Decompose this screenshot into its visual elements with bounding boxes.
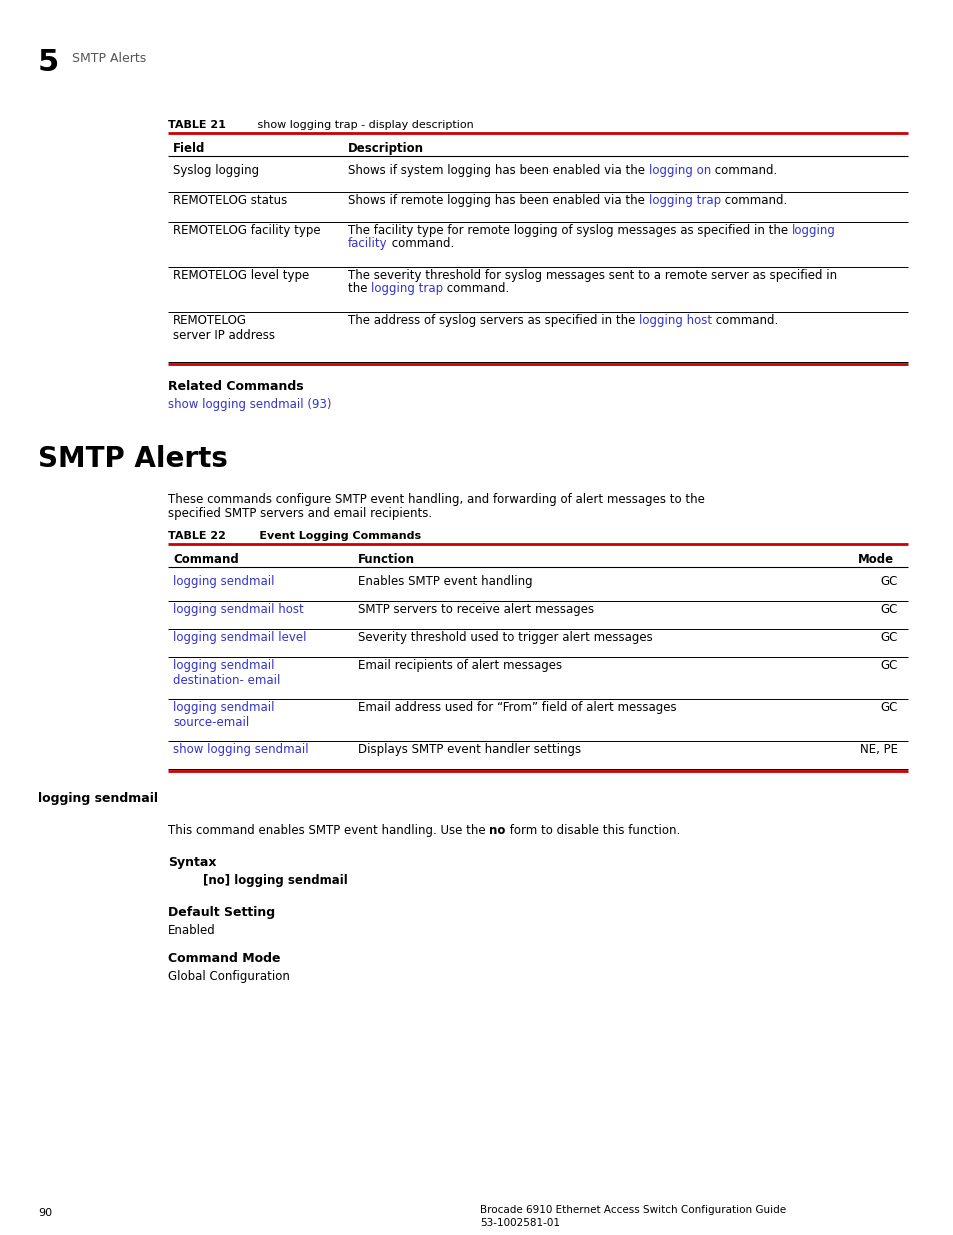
Text: show logging sendmail (93): show logging sendmail (93) (168, 398, 331, 411)
Text: Related Commands: Related Commands (168, 380, 303, 393)
Text: the: the (348, 282, 371, 295)
Text: command.: command. (387, 237, 454, 249)
Text: GC: GC (880, 576, 897, 588)
Text: GC: GC (880, 603, 897, 616)
Text: command.: command. (720, 194, 786, 207)
Text: Command Mode: Command Mode (168, 952, 280, 965)
Text: GC: GC (880, 631, 897, 643)
Text: NE, PE: NE, PE (859, 743, 897, 756)
Text: no: no (489, 824, 505, 837)
Text: These commands configure SMTP event handling, and forwarding of alert messages t: These commands configure SMTP event hand… (168, 493, 704, 506)
Text: specified SMTP servers and email recipients.: specified SMTP servers and email recipie… (168, 508, 432, 520)
Text: command.: command. (443, 282, 509, 295)
Text: show logging trap - display description: show logging trap - display description (240, 120, 474, 130)
Text: logging sendmail level: logging sendmail level (172, 631, 306, 643)
Text: REMOTELOG
server IP address: REMOTELOG server IP address (172, 314, 274, 342)
Text: Brocade 6910 Ethernet Access Switch Configuration Guide: Brocade 6910 Ethernet Access Switch Conf… (479, 1205, 785, 1215)
Text: The facility type for remote logging of syslog messages as specified in the: The facility type for remote logging of … (348, 224, 791, 237)
Text: logging sendmail
source-email: logging sendmail source-email (172, 701, 274, 729)
Text: Description: Description (348, 142, 423, 156)
Text: Syntax: Syntax (168, 856, 216, 869)
Text: Field: Field (172, 142, 205, 156)
Text: Shows if system logging has been enabled via the: Shows if system logging has been enabled… (348, 164, 648, 177)
Text: Global Configuration: Global Configuration (168, 969, 290, 983)
Text: logging: logging (791, 224, 835, 237)
Text: SMTP Alerts: SMTP Alerts (71, 52, 146, 65)
Text: Event Logging Commands: Event Logging Commands (240, 531, 420, 541)
Text: logging sendmail
destination- email: logging sendmail destination- email (172, 659, 280, 687)
Text: 53-1002581-01: 53-1002581-01 (479, 1218, 559, 1228)
Text: Enables SMTP event handling: Enables SMTP event handling (357, 576, 532, 588)
Text: Command: Command (172, 553, 238, 566)
Text: logging sendmail: logging sendmail (38, 792, 158, 805)
Text: SMTP Alerts: SMTP Alerts (38, 445, 228, 473)
Text: logging on: logging on (648, 164, 710, 177)
Text: Email recipients of alert messages: Email recipients of alert messages (357, 659, 561, 672)
Text: [no] logging sendmail: [no] logging sendmail (203, 874, 348, 887)
Text: logging host: logging host (639, 314, 712, 327)
Text: Enabled: Enabled (168, 924, 215, 937)
Text: Default Setting: Default Setting (168, 906, 274, 919)
Text: Email address used for “From” field of alert messages: Email address used for “From” field of a… (357, 701, 676, 714)
Text: This command enables SMTP event handling. Use the: This command enables SMTP event handling… (168, 824, 489, 837)
Text: command.: command. (710, 164, 777, 177)
Text: Function: Function (357, 553, 415, 566)
Text: Displays SMTP event handler settings: Displays SMTP event handler settings (357, 743, 580, 756)
Text: 5: 5 (38, 48, 59, 77)
Text: Shows if remote logging has been enabled via the: Shows if remote logging has been enabled… (348, 194, 648, 207)
Text: form to disable this function.: form to disable this function. (505, 824, 679, 837)
Text: TABLE 22: TABLE 22 (168, 531, 226, 541)
Text: logging sendmail: logging sendmail (172, 576, 274, 588)
Text: logging trap: logging trap (371, 282, 443, 295)
Text: logging trap: logging trap (648, 194, 720, 207)
Text: facility: facility (348, 237, 387, 249)
Text: TABLE 21: TABLE 21 (168, 120, 226, 130)
Text: REMOTELOG facility type: REMOTELOG facility type (172, 224, 320, 237)
Text: command.: command. (712, 314, 778, 327)
Text: Severity threshold used to trigger alert messages: Severity threshold used to trigger alert… (357, 631, 652, 643)
Text: The severity threshold for syslog messages sent to a remote server as specified : The severity threshold for syslog messag… (348, 269, 836, 282)
Text: REMOTELOG status: REMOTELOG status (172, 194, 287, 207)
Text: REMOTELOG level type: REMOTELOG level type (172, 269, 309, 282)
Text: Mode: Mode (857, 553, 893, 566)
Text: logging sendmail host: logging sendmail host (172, 603, 303, 616)
Text: The address of syslog servers as specified in the: The address of syslog servers as specifi… (348, 314, 639, 327)
Text: Syslog logging: Syslog logging (172, 164, 259, 177)
Text: 90: 90 (38, 1208, 52, 1218)
Text: show logging sendmail: show logging sendmail (172, 743, 309, 756)
Text: GC: GC (880, 701, 897, 714)
Text: SMTP servers to receive alert messages: SMTP servers to receive alert messages (357, 603, 594, 616)
Text: GC: GC (880, 659, 897, 672)
